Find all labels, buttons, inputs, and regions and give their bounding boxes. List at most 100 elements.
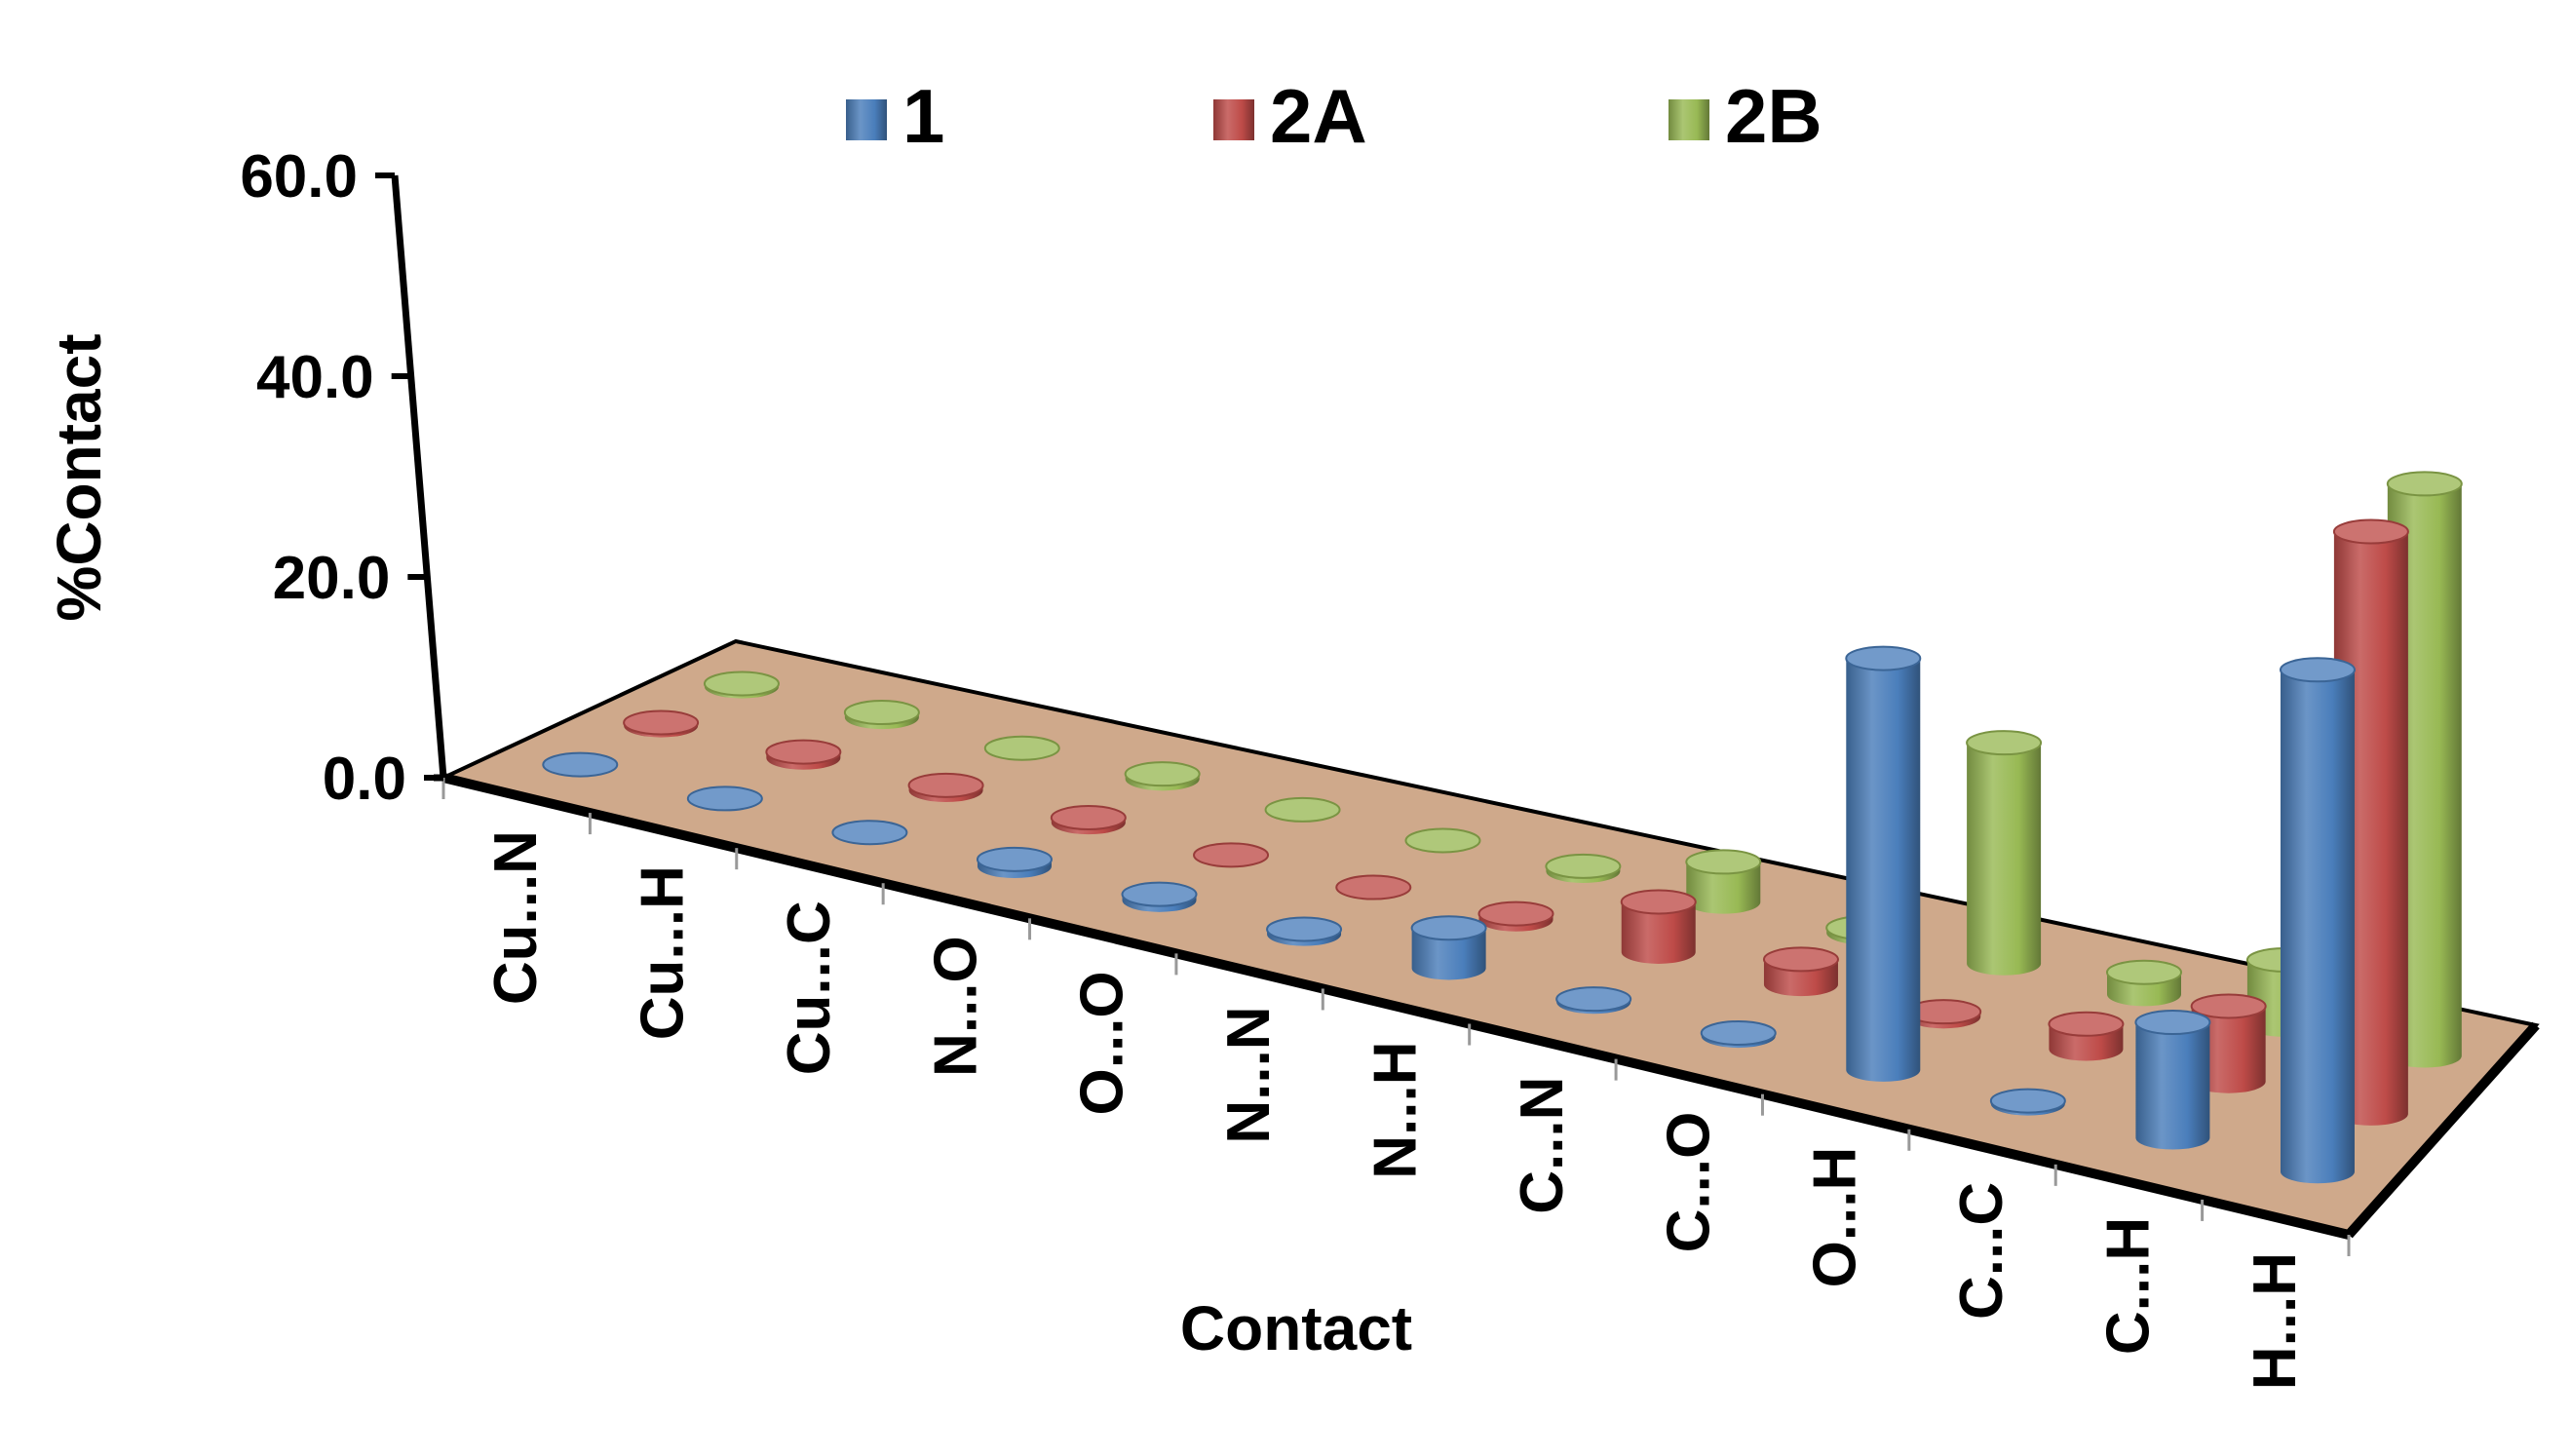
bar-top — [2279, 657, 2356, 683]
bar — [1193, 842, 1270, 868]
legend-item: 2A — [1213, 73, 1367, 159]
legend-label: 2B — [1725, 73, 1822, 159]
y-tick-label: 60.0 — [240, 143, 358, 211]
bar — [623, 709, 700, 738]
bar-body — [1686, 862, 1761, 914]
bar-top — [623, 709, 700, 736]
bar — [1905, 999, 1982, 1029]
bar — [1121, 881, 1198, 912]
bar-top — [907, 772, 984, 798]
x-tick-label: O...H — [1802, 1147, 1869, 1288]
bar — [1124, 761, 1201, 791]
floor-surface — [437, 638, 2540, 1238]
bar-top — [976, 846, 1053, 872]
bar-body — [2135, 1022, 2210, 1150]
x-tick-label: N...O — [922, 936, 989, 1077]
y-axis-line — [391, 174, 447, 779]
bar — [1545, 853, 1622, 884]
bar — [542, 751, 619, 778]
bar-top — [2190, 993, 2267, 1019]
x-tick-label: C...C — [1948, 1182, 2015, 1320]
bar-top — [1989, 1088, 2066, 1114]
x-tick-label: H...H — [2242, 1252, 2309, 1390]
x-tick-label: N...N — [1215, 1006, 1283, 1143]
bar-top — [1124, 761, 1201, 787]
bar-body — [1846, 658, 1921, 1082]
bar-body — [1621, 901, 1696, 964]
legend-swatch — [1213, 99, 1254, 140]
bar-top — [983, 735, 1060, 761]
legend-item: 2B — [1669, 73, 1822, 159]
legend: 1 2A 2B — [846, 73, 1822, 159]
bar — [1966, 730, 2043, 976]
bar-top — [1966, 730, 2043, 756]
bar — [1700, 1019, 1777, 1049]
bar — [1685, 849, 1762, 914]
legend-item: 1 — [846, 73, 944, 159]
bar — [1050, 805, 1127, 835]
bar-body — [1411, 928, 1486, 980]
bar — [1762, 946, 1839, 997]
legend-label: 1 — [902, 73, 944, 159]
bar — [1555, 986, 1632, 1015]
bar — [2134, 1010, 2211, 1150]
bar-top — [1545, 853, 1622, 879]
legend-swatch — [846, 99, 887, 140]
bar-top — [1685, 849, 1762, 875]
bar — [976, 846, 1053, 879]
bar-top — [686, 785, 763, 812]
bar-top — [542, 751, 619, 778]
bar-body — [2280, 670, 2355, 1184]
bar-top — [1335, 874, 1412, 900]
y-tick-label: 40.0 — [256, 344, 374, 411]
x-tick-label: Cu...N — [482, 830, 550, 1005]
bar-top — [843, 700, 920, 726]
bars — [542, 471, 2463, 1184]
bar — [1410, 915, 1487, 980]
bar-top — [1762, 946, 1839, 973]
bar — [2048, 1011, 2125, 1061]
bar-top — [2105, 959, 2182, 985]
bar-body — [1967, 743, 2042, 976]
legend-swatch — [1669, 99, 1709, 140]
x-tick-label: C...N — [1509, 1077, 1576, 1214]
x-axis-tick-labels: Cu...N Cu...H Cu...C N...O O...O N...N N...H C.… — [482, 830, 2309, 1390]
bar-top — [1404, 827, 1481, 854]
x-tick-label: C...O — [1655, 1112, 1722, 1253]
bar — [1266, 916, 1343, 946]
x-tick-label: Cu...H — [630, 865, 697, 1040]
bar — [2190, 993, 2267, 1093]
bar — [1845, 645, 1922, 1082]
bar-top — [1121, 881, 1198, 907]
x-axis-title: Contact — [1180, 1293, 1412, 1363]
bar — [1620, 889, 1697, 964]
bar-top — [2332, 518, 2409, 545]
x-tick-label: O...O — [1069, 971, 1136, 1115]
y-tick-label: 0.0 — [323, 746, 406, 813]
bar-top — [1700, 1019, 1777, 1046]
bar — [1264, 796, 1341, 823]
bar-top — [1266, 916, 1343, 942]
bar-top — [703, 671, 780, 697]
x-tick-label: Cu...C — [776, 900, 843, 1075]
legend-label: 2A — [1270, 73, 1367, 159]
chart-floor — [437, 638, 2540, 1256]
bar — [765, 739, 842, 770]
bar-top — [2134, 1010, 2211, 1036]
bar — [907, 772, 984, 802]
x-tick-label: C...H — [2094, 1217, 2162, 1355]
bar — [831, 820, 908, 846]
bar — [2279, 657, 2356, 1184]
bar-top — [2048, 1011, 2125, 1037]
bar-top — [1555, 986, 1632, 1013]
bar — [983, 735, 1060, 761]
y-axis: 0.0 20.0 40.0 60.0 — [240, 143, 447, 813]
bar-top — [831, 820, 908, 846]
bar — [1335, 874, 1412, 900]
bar-top — [1845, 645, 1922, 671]
bar-body — [2191, 1006, 2266, 1093]
bar-top — [1477, 900, 1554, 927]
bar — [843, 700, 920, 730]
bar-top — [2386, 471, 2463, 497]
